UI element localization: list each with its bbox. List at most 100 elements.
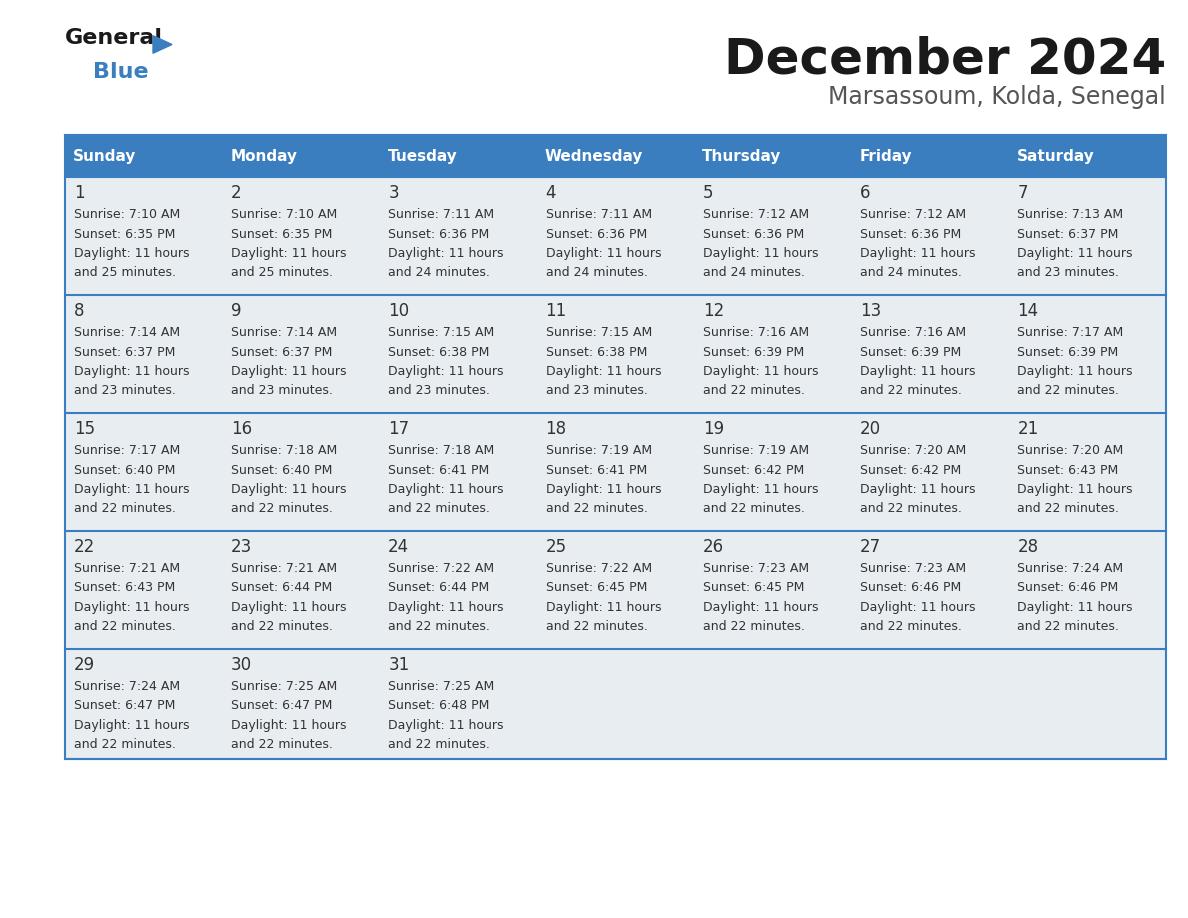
Text: 15: 15 [74,420,95,438]
Text: Daylight: 11 hours: Daylight: 11 hours [703,247,819,260]
Text: 8: 8 [74,302,84,320]
Text: Sunset: 6:36 PM: Sunset: 6:36 PM [860,228,961,241]
Bar [222,135,380,177]
Text: Sunset: 6:46 PM: Sunset: 6:46 PM [860,581,961,595]
Text: Daylight: 11 hours: Daylight: 11 hours [545,601,661,614]
Text: Sunrise: 7:21 AM: Sunrise: 7:21 AM [74,562,179,575]
Text: Daylight: 11 hours: Daylight: 11 hours [388,365,504,378]
Text: Sunset: 6:39 PM: Sunset: 6:39 PM [703,345,804,359]
Text: and 22 minutes.: and 22 minutes. [388,621,491,633]
Text: Sunset: 6:42 PM: Sunset: 6:42 PM [860,464,961,476]
Bar [222,649,380,759]
Text: 1: 1 [74,184,84,202]
Text: 17: 17 [388,420,410,438]
Text: 28: 28 [1017,538,1038,556]
Text: Sunset: 6:40 PM: Sunset: 6:40 PM [230,464,333,476]
Text: Sunset: 6:36 PM: Sunset: 6:36 PM [388,228,489,241]
Text: Sunrise: 7:15 AM: Sunrise: 7:15 AM [545,326,652,339]
Text: and 23 minutes.: and 23 minutes. [74,385,176,397]
Bar [380,649,537,759]
Text: and 22 minutes.: and 22 minutes. [74,502,176,516]
Text: and 24 minutes.: and 24 minutes. [703,266,804,279]
Bar [222,531,380,649]
Text: Sunset: 6:38 PM: Sunset: 6:38 PM [388,345,489,359]
Text: Sunrise: 7:13 AM: Sunrise: 7:13 AM [1017,208,1124,221]
Text: Sunset: 6:45 PM: Sunset: 6:45 PM [703,581,804,595]
Text: Sunrise: 7:22 AM: Sunrise: 7:22 AM [545,562,652,575]
Text: Sunset: 6:47 PM: Sunset: 6:47 PM [74,700,175,712]
Text: Sunset: 6:37 PM: Sunset: 6:37 PM [1017,228,1119,241]
Text: Sunset: 6:37 PM: Sunset: 6:37 PM [230,345,333,359]
Text: 20: 20 [860,420,881,438]
Text: Sunset: 6:43 PM: Sunset: 6:43 PM [74,581,175,595]
Text: and 22 minutes.: and 22 minutes. [545,502,647,516]
Text: Daylight: 11 hours: Daylight: 11 hours [74,719,189,732]
Text: Daylight: 11 hours: Daylight: 11 hours [388,719,504,732]
Text: and 22 minutes.: and 22 minutes. [860,502,962,516]
Bar [694,531,852,649]
Bar [380,135,537,177]
Text: Sunrise: 7:16 AM: Sunrise: 7:16 AM [860,326,966,339]
Bar [694,295,852,413]
Text: 19: 19 [703,420,723,438]
Text: Daylight: 11 hours: Daylight: 11 hours [388,483,504,496]
Polygon shape [153,36,172,53]
Text: Sunrise: 7:11 AM: Sunrise: 7:11 AM [388,208,494,221]
Bar [380,177,537,295]
Text: Sunrise: 7:18 AM: Sunrise: 7:18 AM [230,444,337,457]
Bar [537,177,694,295]
Text: 29: 29 [74,656,95,674]
Text: 3: 3 [388,184,399,202]
Text: 11: 11 [545,302,567,320]
Text: Sunset: 6:46 PM: Sunset: 6:46 PM [1017,581,1119,595]
Bar [1009,413,1165,531]
Text: and 22 minutes.: and 22 minutes. [860,621,962,633]
Text: Sunrise: 7:17 AM: Sunrise: 7:17 AM [74,444,179,457]
Text: Saturday: Saturday [1017,149,1094,163]
Text: Daylight: 11 hours: Daylight: 11 hours [1017,483,1133,496]
Bar [380,295,537,413]
Text: 25: 25 [545,538,567,556]
Bar [222,295,380,413]
Text: 14: 14 [1017,302,1038,320]
Text: 27: 27 [860,538,881,556]
Text: 21: 21 [1017,420,1038,438]
Text: 9: 9 [230,302,241,320]
Bar [1009,649,1165,759]
Text: Sunrise: 7:25 AM: Sunrise: 7:25 AM [230,680,337,693]
Text: Sunrise: 7:18 AM: Sunrise: 7:18 AM [388,444,494,457]
Text: Sunset: 6:35 PM: Sunset: 6:35 PM [74,228,175,241]
Text: Sunrise: 7:20 AM: Sunrise: 7:20 AM [1017,444,1124,457]
Bar [1009,135,1165,177]
Bar [537,413,694,531]
Text: Sunrise: 7:20 AM: Sunrise: 7:20 AM [860,444,966,457]
Text: and 23 minutes.: and 23 minutes. [545,385,647,397]
Text: 4: 4 [545,184,556,202]
Bar [852,413,1009,531]
Text: Monday: Monday [230,149,297,163]
Text: and 22 minutes.: and 22 minutes. [1017,385,1119,397]
Text: Daylight: 11 hours: Daylight: 11 hours [860,247,975,260]
Bar [537,295,694,413]
Bar [537,649,694,759]
Text: Sunrise: 7:19 AM: Sunrise: 7:19 AM [703,444,809,457]
Text: Daylight: 11 hours: Daylight: 11 hours [230,601,347,614]
Bar [694,177,852,295]
Text: 16: 16 [230,420,252,438]
Text: Sunset: 6:38 PM: Sunset: 6:38 PM [545,345,647,359]
Text: Sunset: 6:39 PM: Sunset: 6:39 PM [860,345,961,359]
Text: and 22 minutes.: and 22 minutes. [703,385,804,397]
Text: Sunrise: 7:10 AM: Sunrise: 7:10 AM [74,208,179,221]
Bar [1009,295,1165,413]
Text: and 23 minutes.: and 23 minutes. [230,385,333,397]
Text: General: General [65,28,163,48]
Text: Sunrise: 7:19 AM: Sunrise: 7:19 AM [545,444,652,457]
Text: and 24 minutes.: and 24 minutes. [860,266,962,279]
Text: 22: 22 [74,538,95,556]
Text: 12: 12 [703,302,723,320]
Text: and 22 minutes.: and 22 minutes. [703,502,804,516]
Text: Daylight: 11 hours: Daylight: 11 hours [230,719,347,732]
Bar [694,135,852,177]
Bar [852,135,1009,177]
Text: Daylight: 11 hours: Daylight: 11 hours [860,601,975,614]
